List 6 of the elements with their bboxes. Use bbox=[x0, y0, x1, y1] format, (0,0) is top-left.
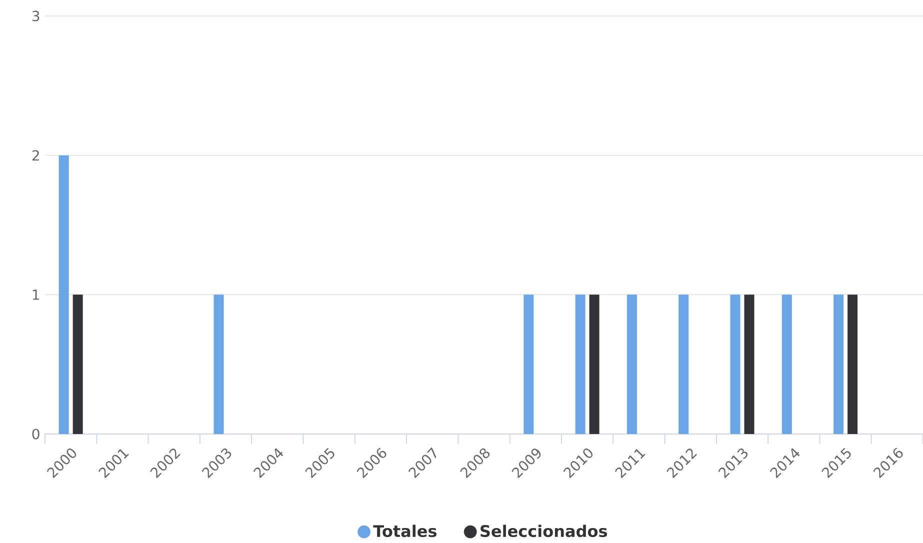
y-tick-label: 2 bbox=[32, 150, 39, 161]
y-tick-label: 3 bbox=[32, 10, 40, 22]
legend-label: Seleccionados bbox=[480, 524, 608, 538]
y-tick-label: 0 bbox=[32, 428, 40, 440]
y-tick-label: 1 bbox=[32, 290, 39, 300]
legend-label: Totales bbox=[373, 524, 436, 538]
